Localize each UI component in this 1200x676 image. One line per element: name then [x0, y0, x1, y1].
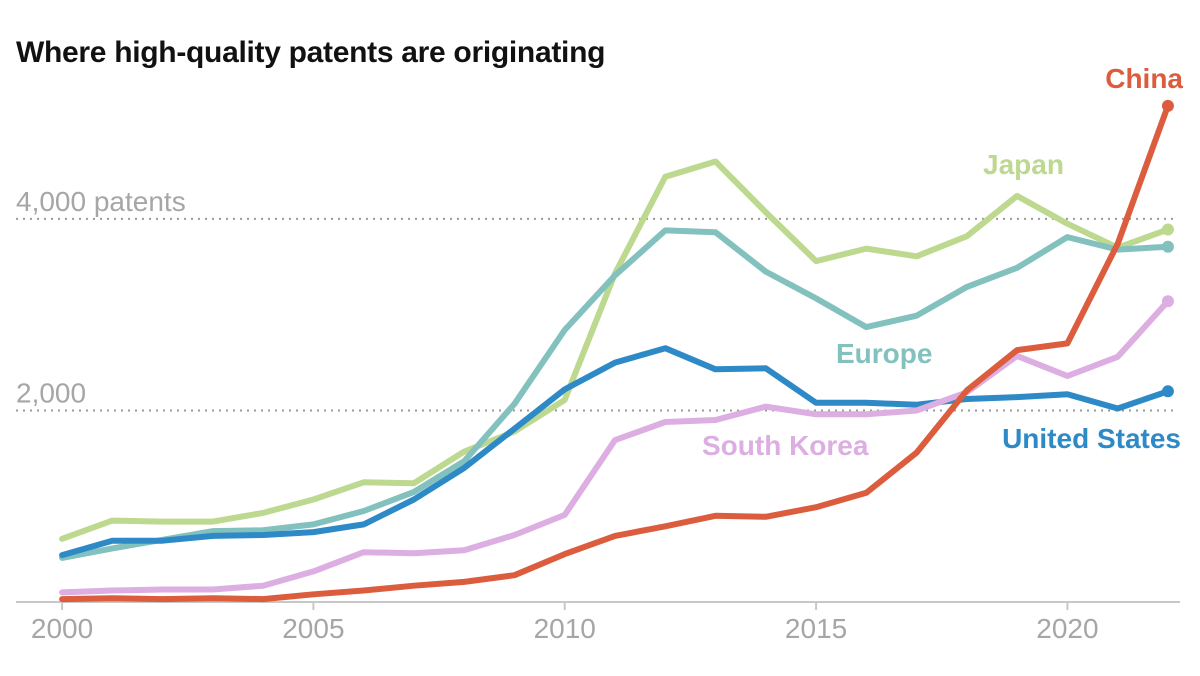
x-tick-label: 2015 [785, 613, 847, 644]
series-endpoint-china [1161, 99, 1174, 112]
series-label-europe: Europe [836, 338, 932, 369]
series-line-united-states [59, 345, 1171, 559]
x-tick-label: 2005 [282, 613, 344, 644]
y-grid-label: 2,000 [16, 377, 86, 408]
chart-title: Where high-quality patents are originati… [16, 36, 606, 69]
series-label-united-states: United States [1002, 423, 1181, 454]
series-endpoint-europe [1161, 240, 1174, 253]
series-label-south-korea: South Korea [702, 430, 869, 461]
y-grid-label: 4,000 patents [16, 186, 186, 217]
series-label-japan: Japan [983, 149, 1064, 180]
x-axis: 2000 2005 2010 2015 2020 [16, 601, 1180, 644]
series-endpoint-japan [1161, 223, 1174, 236]
series-line-china [59, 102, 1171, 603]
series-endpoint-united-states [1161, 385, 1174, 398]
gridlines: 2,000 4,000 patents [16, 186, 1178, 412]
x-tick-label: 2000 [31, 613, 93, 644]
series-lines [59, 99, 1174, 603]
x-tick-label: 2010 [534, 613, 596, 644]
x-tick-label: 2020 [1036, 613, 1098, 644]
series-labels: China Japan Europe South Korea United States [702, 63, 1183, 461]
series-label-china: China [1105, 63, 1183, 94]
series-endpoint-south-korea [1161, 295, 1174, 308]
series-line-europe [59, 227, 1171, 561]
